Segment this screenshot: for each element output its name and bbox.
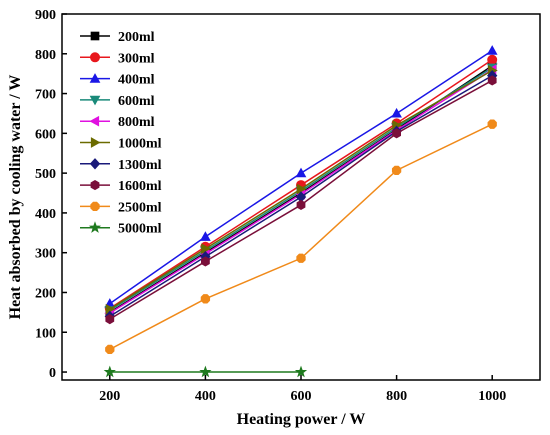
y-tick-label: 600 (35, 127, 56, 142)
y-tick-label: 0 (49, 366, 56, 381)
data-point (295, 167, 307, 178)
data-point (201, 256, 210, 267)
legend-label: 400ml (118, 73, 155, 88)
data-point (105, 314, 115, 325)
legend-marker (90, 31, 100, 41)
data-point (294, 365, 308, 378)
data-point (201, 243, 211, 255)
series-1600ml (105, 75, 497, 325)
legend-label: 800ml (118, 115, 155, 130)
legend-marker (89, 158, 101, 170)
legend: 200ml 300ml 400ml 600ml 800ml 1000ml 1300ml 160… (80, 30, 162, 237)
data-point (296, 253, 306, 263)
data-point (486, 45, 498, 55)
y-axis-label: Heat absorbed by cooling water / W (7, 75, 24, 320)
legend-item: 600ml (80, 94, 155, 109)
legend-label: 200ml (118, 30, 155, 45)
y-tick-label: 900 (35, 8, 56, 23)
series-2500ml (105, 119, 497, 355)
data-point (199, 365, 212, 378)
data-point (487, 54, 498, 65)
x-axis-label: Heating power / W (237, 411, 366, 428)
x-tick-label: 600 (291, 389, 312, 404)
legend-item: 800ml (80, 115, 155, 130)
legend-marker (89, 73, 101, 83)
y-tick-label: 300 (35, 247, 56, 262)
legend-label: 1300ml (118, 158, 162, 173)
axes: 200 400 600 800 1000 0 100 200 300 400 500 600 700 80… (35, 8, 506, 404)
legend-marker (88, 221, 102, 233)
y-tick-label: 400 (35, 207, 56, 222)
legend-marker (89, 115, 100, 127)
y-tick-label: 500 (35, 167, 56, 182)
series-400ml (104, 45, 498, 308)
legend-label: 600ml (118, 94, 155, 109)
data-point (391, 165, 402, 176)
data-point (392, 128, 401, 139)
legend-label: 5000ml (118, 222, 162, 237)
legend-marker (89, 95, 101, 106)
data-point (391, 107, 402, 118)
data-point (296, 199, 306, 211)
series-5000ml (103, 365, 308, 378)
y-tick-label: 100 (35, 326, 56, 341)
y-tick-label: 700 (35, 88, 56, 103)
legend-marker (90, 180, 100, 191)
data-point (487, 75, 497, 86)
series-layer (103, 45, 498, 378)
legend-item: 300ml (80, 51, 155, 66)
legend-item: 200ml (80, 30, 155, 45)
legend-label: 300ml (118, 51, 155, 66)
legend-marker (90, 52, 100, 63)
data-point (200, 294, 211, 304)
x-tick-label: 400 (195, 389, 216, 404)
legend-label: 1600ml (118, 179, 162, 194)
data-point (487, 119, 497, 129)
x-tick-label: 800 (386, 389, 407, 404)
legend-item: 1300ml (80, 158, 162, 173)
series-1300ml (104, 69, 498, 323)
legend-item: 5000ml (80, 221, 162, 237)
data-point (103, 365, 116, 378)
legend-item: 1600ml (80, 179, 162, 194)
legend-item: 1000ml (80, 137, 162, 152)
legend-item: 2500ml (80, 200, 162, 215)
legend-item: 400ml (80, 73, 155, 88)
legend-marker (90, 201, 100, 212)
legend-label: 2500ml (118, 200, 162, 215)
legend-label: 1000ml (118, 137, 162, 152)
legend-marker (90, 137, 101, 148)
x-tick-label: 1000 (478, 389, 506, 404)
data-point (200, 231, 211, 241)
data-point (105, 344, 115, 355)
data-point (296, 183, 307, 195)
x-tick-label: 200 (99, 389, 120, 404)
y-tick-label: 200 (35, 286, 56, 301)
y-tick-label: 800 (35, 48, 56, 63)
series-line (109, 123, 493, 351)
